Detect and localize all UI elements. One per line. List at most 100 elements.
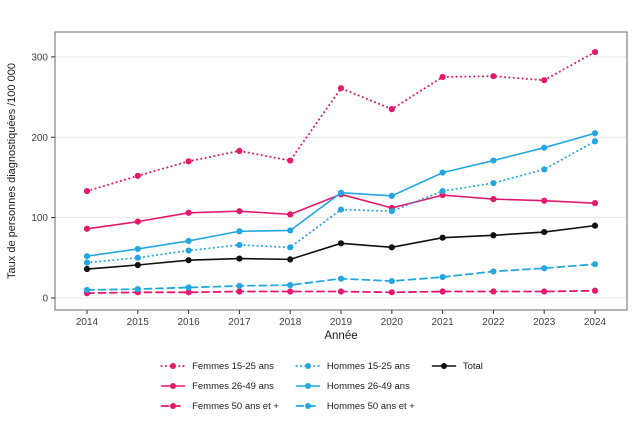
legend-item-total: Total: [431, 356, 483, 376]
data-point: [388, 244, 395, 251]
data-point: [236, 282, 243, 289]
data-point: [591, 222, 599, 229]
data-point: [490, 157, 497, 164]
data-point: [337, 85, 345, 92]
x-tick-label: 2020: [381, 317, 404, 328]
data-point: [591, 48, 599, 56]
data-point: [541, 265, 548, 272]
legend-key-icon: [295, 403, 321, 409]
series-line: [86, 224, 596, 270]
data-point: [541, 197, 548, 204]
legend-item-hommes-26-49-ans: Hommes 26-49 ans: [295, 376, 415, 396]
series-hommes-15-25-ans: [83, 138, 599, 266]
data-point: [490, 73, 497, 80]
legend-column: Total: [431, 356, 483, 376]
data-point: [287, 227, 294, 234]
data-point: [591, 138, 599, 145]
legend-item-femmes-50-ans-et-: Femmes 50 ans et +: [160, 396, 279, 416]
series-line: [86, 51, 596, 193]
legend-label: Femmes 50 ans et +: [192, 400, 279, 412]
data-point: [490, 232, 497, 239]
x-tick-label: 2016: [177, 317, 200, 328]
data-point: [287, 281, 294, 289]
data-point: [591, 130, 599, 137]
data-point: [236, 228, 243, 235]
data-point: [388, 208, 395, 215]
data-point: [490, 268, 497, 275]
legend-key-dot: [170, 403, 177, 409]
data-point: [83, 253, 91, 260]
data-point: [388, 192, 395, 200]
x-tick-label: 2019: [330, 317, 353, 328]
x-tick-label: 2017: [228, 317, 251, 328]
data-point: [185, 284, 192, 291]
data-point: [134, 172, 141, 179]
legend-key-icon: [431, 363, 457, 369]
legend-label: Femmes 26-49 ans: [192, 380, 274, 392]
legend-label: Total: [462, 360, 483, 372]
legend-key-icon: [160, 363, 186, 369]
x-tick-label: 2023: [533, 317, 556, 328]
x-tick-label: 2024: [584, 317, 607, 328]
data-point: [337, 189, 345, 196]
data-point: [287, 211, 294, 218]
legend-key-dot: [170, 383, 177, 389]
data-point: [591, 261, 599, 268]
data-point: [287, 244, 294, 251]
series-hommes-50-ans-et-: [83, 261, 599, 294]
x-tick-label: 2014: [76, 317, 99, 328]
data-point: [388, 277, 395, 285]
chart-legend: Femmes 15-25 ans Femmes 26-49 ans Femmes 5…: [0, 356, 643, 416]
data-point: [388, 289, 395, 296]
y-tick-label: 100: [31, 213, 48, 224]
x-tick-label: 2018: [279, 317, 302, 328]
data-point: [134, 218, 141, 225]
data-point: [337, 275, 345, 282]
data-point: [83, 225, 91, 232]
data-point: [490, 179, 497, 187]
legend-key-icon: [295, 363, 321, 369]
data-point: [83, 286, 91, 294]
data-point: [541, 228, 548, 236]
x-tick-label: 2022: [482, 317, 505, 328]
data-point: [185, 289, 192, 296]
data-point: [185, 209, 192, 216]
data-point: [185, 158, 192, 165]
data-point: [591, 200, 599, 207]
y-tick-label: 300: [31, 52, 48, 63]
legend-key-dot: [170, 363, 177, 369]
data-point: [337, 288, 345, 295]
data-point: [287, 288, 294, 295]
data-point: [439, 73, 446, 81]
data-point: [439, 288, 446, 295]
x-tick-label: 2015: [127, 317, 150, 328]
data-point: [490, 196, 497, 203]
data-point: [337, 240, 345, 247]
legend-key-dot: [304, 403, 311, 409]
legend-column: Femmes 15-25 ans Femmes 26-49 ans Femmes 5…: [160, 356, 279, 416]
data-point: [439, 169, 446, 176]
data-point: [185, 257, 192, 264]
data-point: [236, 147, 243, 155]
legend-label: Hommes 15-25 ans: [326, 360, 410, 372]
line-chart: 0 100 200 300 2014 2015 2016 2017 2018 2019 2020 20…: [6, 31, 628, 342]
x-tick-label: 2021: [431, 317, 454, 328]
x-axis-title: Année: [324, 330, 357, 342]
data-point: [83, 265, 91, 273]
series-layer: [83, 48, 599, 297]
y-axis-title: Taux de personnes diagnostiquées /100 00…: [6, 63, 18, 279]
data-point: [236, 208, 243, 215]
data-point: [83, 187, 91, 195]
data-point: [439, 273, 446, 281]
data-point: [541, 77, 548, 84]
legend-key-dot: [304, 363, 311, 369]
data-point: [236, 241, 243, 249]
legend-key-icon: [160, 383, 186, 389]
data-point: [134, 254, 141, 261]
legend-item-hommes-50-ans-et-: Hommes 50 ans et +: [295, 396, 415, 416]
data-point: [236, 255, 243, 262]
legend-key-dot: [440, 363, 447, 369]
gridlines: [55, 56, 627, 299]
legend-label: Hommes 26-49 ans: [326, 380, 410, 392]
